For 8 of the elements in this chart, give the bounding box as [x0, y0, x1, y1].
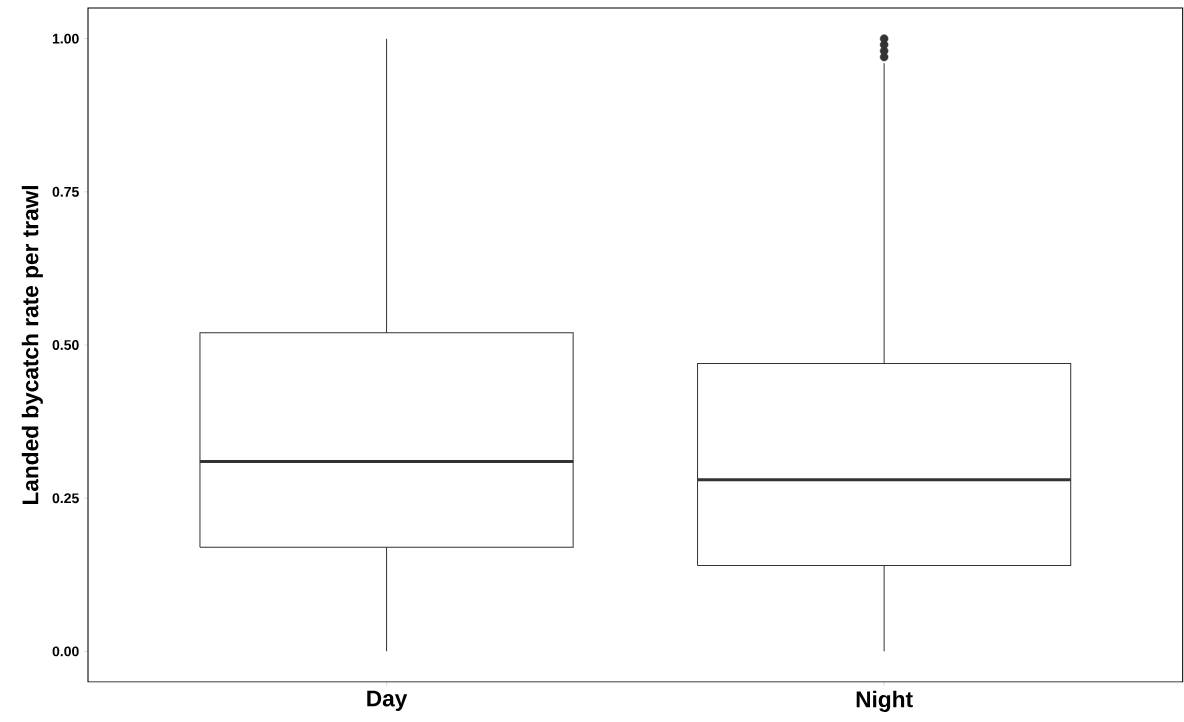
x-tick-label: Day [367, 690, 408, 712]
y-tick-label: 0.25 [52, 493, 79, 504]
x-tick-label: Night [856, 690, 913, 712]
y-axis-title: Landed bycatch rate per trawl [21, 186, 43, 505]
y-tick-label: 0.75 [52, 186, 79, 197]
y-tick-label: 0.00 [52, 646, 79, 657]
y-tick-label: 0.50 [52, 340, 79, 350]
y-tick-label: 1.00 [52, 33, 79, 44]
